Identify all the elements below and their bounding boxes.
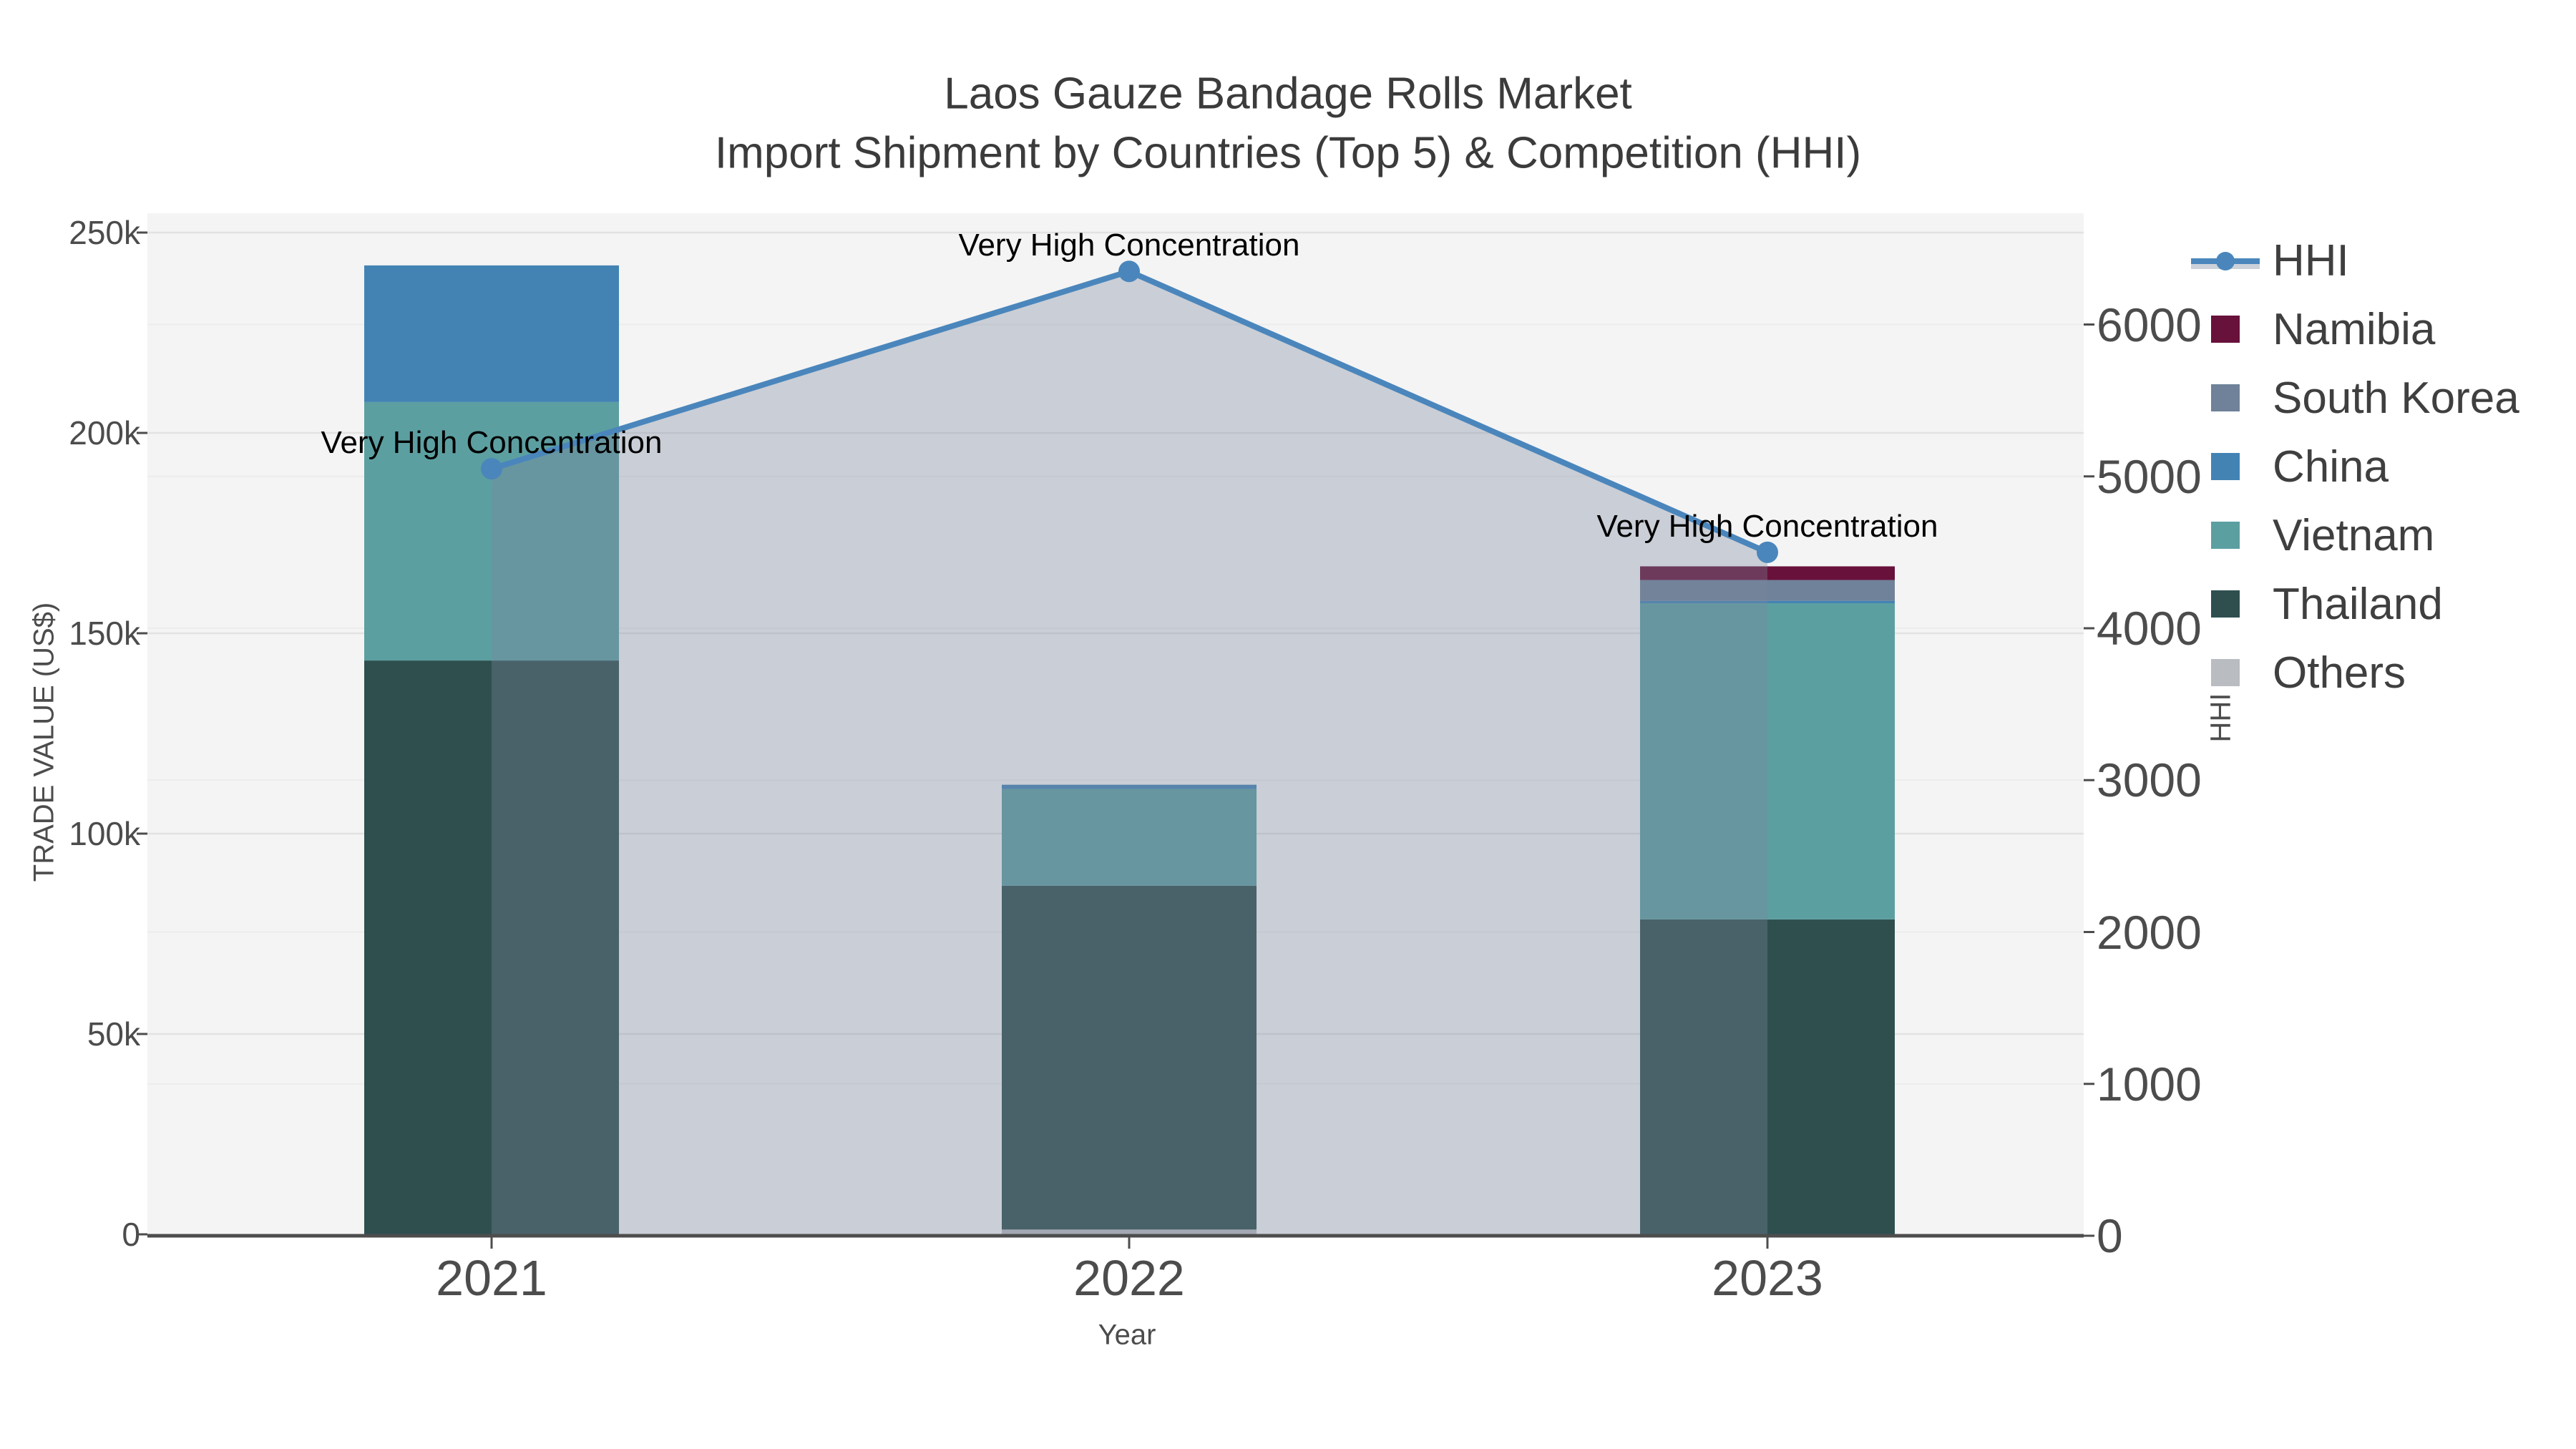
hhi-marker-2022[interactable] xyxy=(1118,260,1140,283)
y-left-tick-label-2: 100k xyxy=(69,815,140,852)
legend-item-hhi[interactable]: HHI xyxy=(2191,226,2519,295)
bar-segment-china-2022[interactable] xyxy=(1002,784,1257,789)
hhi-line-sample xyxy=(2191,248,2260,273)
bar-segment-south-korea-2023[interactable] xyxy=(1640,580,1895,601)
legend-color-swatch xyxy=(2211,590,2240,618)
legend-swatch-icon xyxy=(2191,384,2260,411)
y-right-tick-label-2: 2000 xyxy=(2097,905,2202,959)
hhi-line-icon xyxy=(2191,248,2260,273)
legend-label: HHI xyxy=(2273,235,2349,286)
annotation-2022: Very High Concentration xyxy=(958,228,1300,263)
bar-segment-thailand-2021[interactable] xyxy=(364,660,619,1234)
x-tick-label-2021: 2021 xyxy=(436,1250,547,1306)
legend-label: Vietnam xyxy=(2273,510,2435,560)
hhi-marker-2023[interactable] xyxy=(1757,541,1778,563)
y-right-tick-label-3: 3000 xyxy=(2097,753,2202,807)
legend-swatch-icon xyxy=(2191,316,2260,343)
y-right-tick-label-1: 1000 xyxy=(2097,1057,2202,1111)
chart-title-line-2: Import Shipment by Countries (Top 5) & C… xyxy=(714,128,1862,178)
legend-color-swatch xyxy=(2211,453,2240,480)
bar-segment-vietnam-2023[interactable] xyxy=(1640,603,1895,919)
legend-item-namibia[interactable]: Namibia xyxy=(2191,295,2519,364)
legend-label: China xyxy=(2273,441,2389,492)
bar-segment-china-2021[interactable] xyxy=(364,265,619,402)
bar-segment-thailand-2023[interactable] xyxy=(1640,919,1895,1234)
hhi-area-fill xyxy=(492,271,1767,1234)
legend-color-swatch xyxy=(2211,384,2240,411)
chart-title-line-1: Laos Gauze Bandage Rolls Market xyxy=(944,69,1632,119)
legend-swatch-icon xyxy=(2191,590,2260,618)
x-tick-label-2023: 2023 xyxy=(1712,1250,1823,1306)
bar-segment-thailand-2022[interactable] xyxy=(1002,885,1257,1230)
y-right-tick-label-6: 6000 xyxy=(2097,298,2202,351)
y-left-tick-label-4: 200k xyxy=(69,414,140,452)
legend-label: Thailand xyxy=(2273,579,2443,629)
bar-segment-vietnam-2022[interactable] xyxy=(1002,789,1257,886)
x-tick-label-2022: 2022 xyxy=(1073,1250,1185,1306)
legend-item-china[interactable]: China xyxy=(2191,432,2519,501)
legend-label: Namibia xyxy=(2273,304,2436,354)
legend-color-swatch xyxy=(2211,659,2240,686)
legend-label: South Korea xyxy=(2273,373,2519,423)
bar-segment-others-2022[interactable] xyxy=(1002,1229,1257,1234)
y-right-tick-label-5: 5000 xyxy=(2097,449,2202,503)
y-left-tick-label-0: 0 xyxy=(122,1216,140,1253)
legend-swatch-icon xyxy=(2191,522,2260,549)
legend: HHI Namibia South Korea China Vietnam Thailan… xyxy=(2191,226,2519,707)
y-left-tick-label-5: 250k xyxy=(69,214,140,251)
bar-segment-china-2023[interactable] xyxy=(1640,600,1895,603)
legend-swatch-icon xyxy=(2191,659,2260,686)
legend-item-vietnam[interactable]: Vietnam xyxy=(2191,501,2519,570)
y-right-tick-label-4: 4000 xyxy=(2097,602,2202,655)
hhi-marker-2021[interactable] xyxy=(481,458,502,480)
legend-color-swatch xyxy=(2211,316,2240,343)
legend-swatch-icon xyxy=(2191,453,2260,480)
legend-item-thailand[interactable]: Thailand xyxy=(2191,570,2519,638)
legend-item-others[interactable]: Others xyxy=(2191,638,2519,707)
annotation-2023: Very High Concentration xyxy=(1596,508,1938,544)
y-left-tick-label-3: 150k xyxy=(69,615,140,652)
annotation-2021: Very High Concentration xyxy=(321,425,663,461)
x-axis-title: Year xyxy=(1098,1319,1156,1351)
bar-segment-namibia-2023[interactable] xyxy=(1640,566,1895,580)
hhi-marker-dot xyxy=(2216,252,2235,270)
legend-label: Others xyxy=(2273,648,2406,698)
legend-item-south-korea[interactable]: South Korea xyxy=(2191,364,2519,432)
legend-color-swatch xyxy=(2211,522,2240,549)
y-right-tick-label-0: 0 xyxy=(2097,1209,2123,1262)
y-left-tick-label-1: 50k xyxy=(87,1015,140,1053)
